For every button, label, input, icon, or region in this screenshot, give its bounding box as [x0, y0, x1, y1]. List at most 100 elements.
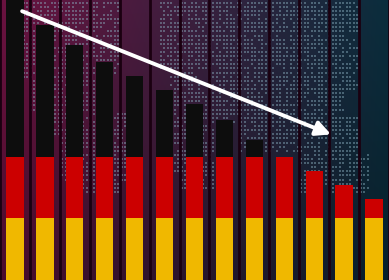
Point [315, 9, 322, 13]
Point [291, 0, 297, 5]
Point [284, 9, 290, 13]
Point [66, 17, 72, 21]
Point [270, 132, 276, 137]
Point [231, 111, 238, 116]
Point [165, 4, 171, 9]
Point [98, 140, 104, 145]
Point [315, 87, 322, 91]
Point [59, 140, 65, 145]
Point [80, 41, 86, 46]
Point [326, 33, 332, 38]
Point [242, 0, 248, 1]
Point [28, 50, 34, 54]
Point [196, 87, 202, 91]
Point [203, 140, 209, 145]
Point [365, 153, 371, 157]
Point [319, 111, 325, 116]
Point [105, 66, 111, 71]
Point [337, 70, 343, 75]
Point [189, 0, 195, 5]
Point [189, 79, 195, 83]
Point [189, 99, 195, 104]
Point [301, 144, 308, 149]
Point [291, 58, 297, 62]
Point [38, 62, 44, 67]
Point [115, 46, 121, 50]
Point [87, 33, 93, 38]
Point [210, 144, 216, 149]
Point [340, 128, 347, 132]
Point [91, 46, 97, 50]
Point [249, 136, 255, 141]
Point [294, 74, 301, 79]
Point [280, 54, 287, 58]
Point [175, 29, 181, 34]
Point [73, 0, 79, 5]
Point [101, 153, 107, 157]
Point [315, 95, 322, 99]
Point [340, 0, 347, 5]
Point [91, 103, 97, 108]
Bar [36, 25, 54, 157]
Point [168, 33, 174, 38]
Point [210, 74, 216, 79]
Point [112, 190, 118, 194]
Point [186, 66, 192, 71]
Point [301, 161, 308, 165]
Point [87, 153, 93, 157]
Point [66, 50, 72, 54]
Point [347, 132, 354, 137]
Point [38, 17, 44, 21]
Point [94, 13, 100, 17]
Point [63, 21, 69, 25]
Point [31, 41, 37, 46]
Point [49, 83, 55, 87]
Point [315, 190, 322, 194]
Point [94, 38, 100, 42]
Point [182, 173, 188, 178]
Point [42, 103, 48, 108]
Point [217, 29, 223, 34]
Point [291, 111, 297, 116]
Point [256, 50, 262, 54]
Point [91, 173, 97, 178]
Point [63, 46, 69, 50]
Point [256, 17, 262, 21]
Point [38, 103, 44, 108]
Point [249, 54, 255, 58]
Point [329, 190, 336, 194]
Point [31, 91, 37, 95]
Point [28, 9, 34, 13]
Point [182, 38, 188, 42]
Point [175, 165, 181, 169]
Point [207, 38, 213, 42]
Point [365, 177, 371, 182]
Point [87, 29, 93, 34]
Point [63, 50, 69, 54]
Point [179, 50, 185, 54]
Point [340, 186, 347, 190]
Point [340, 107, 347, 112]
Point [87, 128, 93, 132]
Point [217, 157, 223, 161]
Point [231, 0, 238, 1]
Point [77, 17, 83, 21]
Point [42, 58, 48, 62]
Point [17, 74, 23, 79]
Point [186, 29, 192, 34]
Point [168, 157, 174, 161]
Point [126, 120, 132, 124]
Point [273, 136, 280, 141]
Point [98, 107, 104, 112]
Point [35, 21, 41, 25]
Point [70, 165, 76, 169]
Point [179, 157, 185, 161]
Point [207, 132, 213, 137]
Point [10, 9, 16, 13]
Point [242, 79, 248, 83]
Point [301, 50, 308, 54]
Point [108, 144, 114, 149]
Point [161, 13, 167, 17]
Point [287, 91, 294, 95]
Point [105, 186, 111, 190]
